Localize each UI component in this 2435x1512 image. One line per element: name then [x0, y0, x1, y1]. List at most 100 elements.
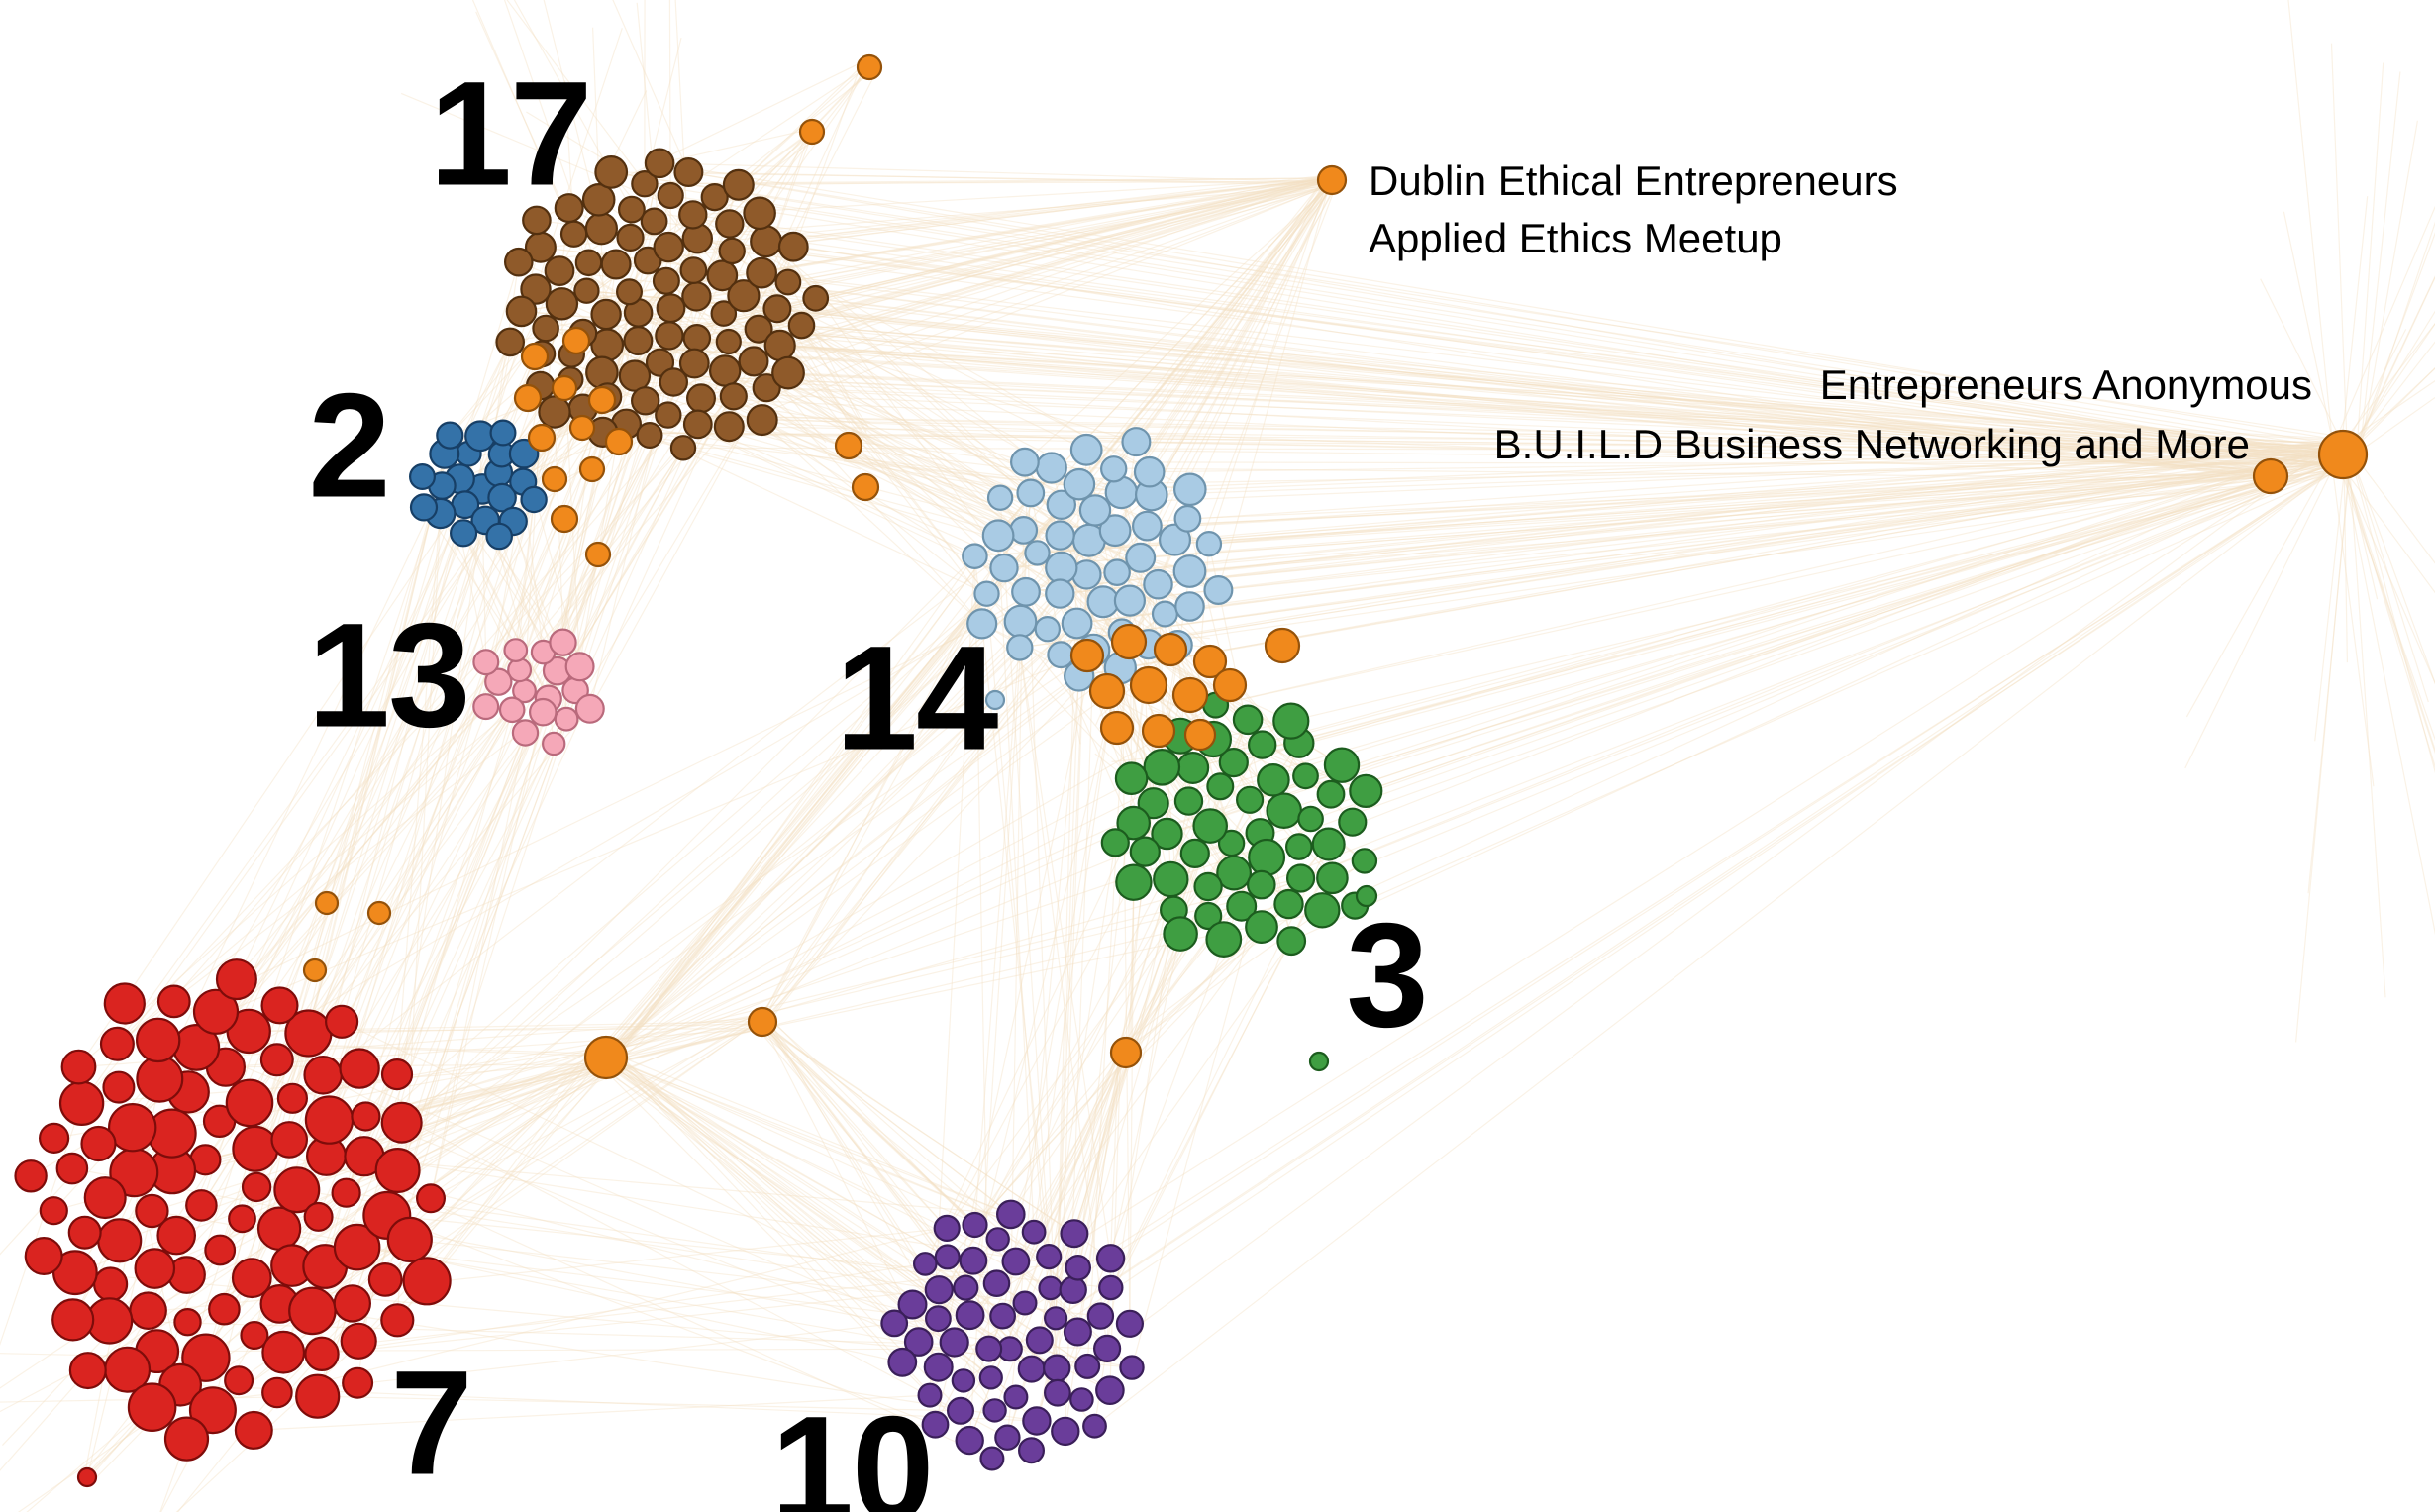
graph-node-community-3[interactable]: [1304, 892, 1341, 929]
graph-node-community-3[interactable]: [1349, 773, 1383, 809]
graph-node-community-3[interactable]: [1297, 805, 1324, 833]
graph-node-community-17[interactable]: [777, 231, 809, 262]
graph-node-community-17[interactable]: [727, 279, 761, 313]
graph-node-community-7[interactable]: [127, 1382, 177, 1433]
graph-node-community-3[interactable]: [1205, 921, 1243, 958]
graph-node-community-2[interactable]: [520, 485, 548, 514]
graph-node-community-17[interactable]: [554, 193, 584, 224]
graph-node-community-17[interactable]: [787, 311, 816, 340]
graph-node-community-7[interactable]: [204, 1234, 237, 1266]
graph-node-community-7[interactable]: [163, 1416, 210, 1462]
graph-node-community-14[interactable]: [1045, 551, 1078, 585]
graph-node-community-17[interactable]: [710, 300, 738, 327]
graph-node-orange-bridge-nodes[interactable]: [520, 342, 550, 371]
graph-node-orange-bridge-nodes[interactable]: [1264, 627, 1301, 664]
graph-node-community-14[interactable]: [1099, 455, 1128, 483]
graph-node-community-7[interactable]: [156, 1215, 197, 1256]
graph-node-community-17[interactable]: [618, 359, 652, 392]
graph-node-community-17[interactable]: [532, 314, 559, 343]
graph-node-community-17[interactable]: [802, 284, 830, 312]
graph-node-community-10[interactable]: [933, 1214, 961, 1243]
graph-node-community-7[interactable]: [231, 1258, 272, 1299]
graph-node-community-10[interactable]: [917, 1382, 943, 1408]
graph-node-community-17[interactable]: [600, 249, 632, 280]
graph-node-community-17[interactable]: [700, 183, 729, 212]
graph-node-orange-bridge-nodes[interactable]: [798, 118, 826, 146]
graph-node-community-17[interactable]: [545, 287, 579, 321]
graph-node-community-2[interactable]: [485, 522, 513, 551]
graph-node-community-17[interactable]: [659, 367, 689, 397]
graph-node-community-7[interactable]: [97, 1218, 143, 1263]
graph-node-community-10[interactable]: [1095, 1375, 1125, 1405]
graph-node-community-10[interactable]: [1069, 1387, 1094, 1412]
graph-node-community-7[interactable]: [24, 1236, 63, 1275]
graph-node-community-3[interactable]: [1137, 787, 1169, 820]
graph-node-community-10[interactable]: [962, 1211, 988, 1239]
graph-node-community-2[interactable]: [409, 493, 439, 522]
graph-node-community-3[interactable]: [1247, 869, 1276, 900]
graph-node-community-3[interactable]: [1276, 926, 1307, 957]
graph-node-community-13[interactable]: [472, 693, 500, 721]
graph-node-community-13[interactable]: [511, 719, 540, 747]
graph-node-community-7[interactable]: [288, 1286, 337, 1336]
graph-node-community-14[interactable]: [1006, 634, 1034, 661]
graph-node-community-3[interactable]: [1323, 747, 1361, 783]
graph-node-community-3[interactable]: [1272, 702, 1310, 740]
graph-node-community-17[interactable]: [574, 249, 603, 277]
graph-node-community-10[interactable]: [897, 1289, 928, 1320]
graph-node-community-17[interactable]: [522, 205, 552, 236]
graph-node-community-2[interactable]: [436, 421, 464, 450]
graph-node-green-outliers[interactable]: [1355, 884, 1378, 908]
graph-node-community-17[interactable]: [706, 259, 739, 292]
graph-node-orange-bridge-nodes[interactable]: [302, 958, 328, 983]
graph-node-community-7[interactable]: [103, 982, 146, 1025]
graph-node-community-10[interactable]: [1086, 1302, 1115, 1330]
graph-node-community-10[interactable]: [1115, 1309, 1145, 1338]
graph-node-community-3[interactable]: [1338, 807, 1368, 837]
graph-node-orange-bridge-nodes[interactable]: [2317, 429, 2369, 480]
graph-node-community-3[interactable]: [1151, 817, 1183, 851]
graph-node-community-7[interactable]: [273, 1166, 321, 1214]
graph-node-community-7[interactable]: [340, 1322, 377, 1360]
graph-node-community-14[interactable]: [1133, 455, 1166, 488]
graph-node-community-14[interactable]: [1125, 542, 1157, 573]
graph-node-community-10[interactable]: [959, 1246, 988, 1275]
graph-node-community-17[interactable]: [685, 383, 716, 414]
graph-node-community-17[interactable]: [655, 401, 682, 429]
graph-node-community-14[interactable]: [1172, 554, 1207, 588]
graph-node-community-3[interactable]: [1285, 833, 1313, 860]
graph-node-community-10[interactable]: [1065, 1255, 1091, 1281]
graph-node-orange-bridge-nodes[interactable]: [568, 414, 596, 442]
graph-node-community-3[interactable]: [1235, 785, 1265, 814]
graph-node-community-7[interactable]: [134, 1248, 176, 1289]
graph-node-community-13[interactable]: [549, 628, 577, 656]
graph-node-lightblue-outlier[interactable]: [984, 689, 1006, 711]
graph-node-community-14[interactable]: [1143, 568, 1173, 600]
graph-node-community-7[interactable]: [260, 986, 299, 1025]
graph-node-community-17[interactable]: [615, 278, 643, 306]
graph-node-community-10[interactable]: [946, 1396, 974, 1425]
graph-node-community-7[interactable]: [39, 1196, 68, 1226]
graph-node-community-10[interactable]: [903, 1327, 934, 1357]
graph-node-community-14[interactable]: [1034, 616, 1062, 643]
graph-node-community-17[interactable]: [631, 386, 660, 416]
graph-node-orange-bridge-nodes[interactable]: [1109, 1036, 1143, 1069]
graph-node-community-7[interactable]: [232, 1125, 279, 1172]
graph-node-community-14[interactable]: [1203, 574, 1234, 605]
graph-node-community-17[interactable]: [655, 321, 684, 351]
graph-node-community-7[interactable]: [92, 1266, 129, 1302]
graph-node-community-7[interactable]: [225, 1078, 274, 1128]
graph-node-community-17[interactable]: [715, 328, 742, 355]
graph-node-community-17[interactable]: [640, 207, 668, 236]
graph-node-community-14[interactable]: [1045, 578, 1075, 609]
graph-node-community-13[interactable]: [503, 638, 529, 662]
graph-node-community-14[interactable]: [1121, 427, 1152, 457]
graph-node-community-17[interactable]: [644, 148, 675, 179]
graph-node-community-17[interactable]: [763, 329, 796, 361]
graph-node-community-3[interactable]: [1153, 860, 1189, 898]
graph-node-community-14[interactable]: [1063, 467, 1096, 501]
graph-node-community-7[interactable]: [303, 1201, 334, 1232]
graph-node-community-17[interactable]: [679, 256, 708, 285]
graph-node-community-14[interactable]: [1003, 604, 1038, 639]
graph-node-community-7[interactable]: [136, 1055, 184, 1103]
